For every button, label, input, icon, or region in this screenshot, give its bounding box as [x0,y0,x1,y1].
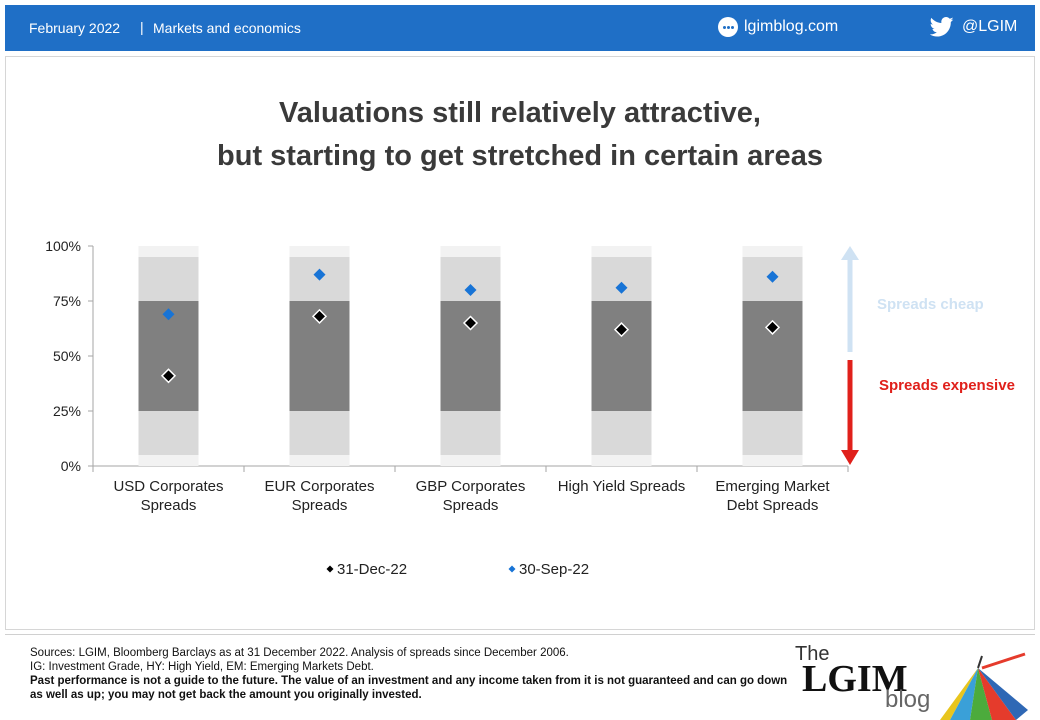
spreads-cheap-label: Spreads cheap [877,296,984,313]
handle-label: @LGIM [962,18,1018,35]
lgim-blog-logo[interactable]: The LGIM blog [790,640,1030,720]
footer-abbreviations: IG: Investment Grade, HY: High Yield, EM… [30,661,374,673]
site-link[interactable]: lgimblog.com [718,17,838,37]
header-bar: February 2022 | Markets and economics lg… [5,5,1035,51]
legend-marker [326,565,334,573]
legend-marker [508,565,516,573]
y-tick-label: 100% [45,238,81,254]
header-category[interactable]: Markets and economics [153,20,301,36]
twitter-bird-icon [930,17,954,37]
globe-icon [718,17,738,37]
point-sep [162,308,175,321]
point-dec [311,308,328,324]
header-separator: | [140,19,144,35]
x-category-label: EUR Corporates Spreads [264,478,374,514]
expensive-arrow-head [841,450,859,465]
band-inner [591,301,652,411]
header-date: February 2022 [29,20,121,36]
twitter-link[interactable]: @LGIM [930,17,1017,37]
brand-the: The [795,643,830,665]
y-tick-label: 75% [53,293,81,309]
brand-name: LGIM [802,658,908,700]
point-sep [615,281,628,294]
cheap-arrow-head [841,246,859,260]
chart-title: Valuations still relatively attractive, … [0,92,1040,178]
spreads-expensive-label: Spreads expensive [879,377,1015,394]
brand-blog: blog [885,686,931,713]
footer-disclaimer: Past performance is not a guide to the f… [30,675,788,701]
legend-label: 30-Sep-22 [519,561,589,578]
site-label: lgimblog.com [744,18,839,35]
x-category-label: USD Corporates Spreads [113,478,223,514]
legend-label: 31-Dec-22 [337,561,407,578]
footer-divider [5,634,1035,635]
x-category-label: Emerging Market Debt Spreads [715,478,830,514]
content-frame [5,56,1035,630]
footer-sources: Sources: LGIM, Bloomberg Barclays as at … [30,647,569,659]
point-sep [464,284,477,296]
x-category-label: High Yield Spreads [558,478,686,495]
point-dec [462,315,479,331]
y-tick-label: 25% [53,403,81,419]
point-dec [160,368,177,384]
point-sep [766,270,779,283]
point-sep [313,268,326,281]
y-tick-label: 0% [61,458,81,474]
y-tick-label: 50% [53,348,81,364]
spread-valuation-chart: 0% 25% 50% 75% 100% USD Corporates Spreads EUR … [45,238,859,578]
x-category-label: GBP Corporates Spreads [416,478,526,514]
chart-title-line-1: Valuations still relatively attractive, [279,97,761,129]
footer-notes: Sources: LGIM, Bloomberg Barclays as at … [30,646,790,702]
umbrella-icon [940,652,1028,720]
point-dec [764,319,781,335]
chart-title-line-2: but starting to get stretched in certain… [217,140,823,172]
band-inner [742,301,803,411]
point-dec [613,322,630,338]
